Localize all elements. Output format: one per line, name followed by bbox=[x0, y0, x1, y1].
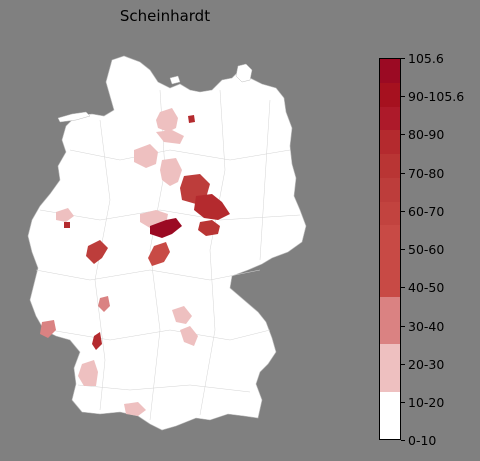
region-hamburg-south bbox=[156, 130, 184, 144]
legend-swatch bbox=[380, 344, 400, 392]
north-sea-islands bbox=[57, 111, 91, 123]
legend-label: 50-60 bbox=[408, 242, 445, 257]
region-lake-constance bbox=[124, 402, 146, 416]
region-siegen bbox=[86, 240, 108, 264]
legend-tick bbox=[401, 211, 405, 212]
region-leipzig bbox=[198, 220, 220, 236]
region-mannheim bbox=[98, 296, 110, 312]
district-borders bbox=[35, 89, 301, 421]
legend-label: 90-105.6 bbox=[408, 89, 465, 104]
legend-tick bbox=[401, 364, 405, 365]
legend-colorbar bbox=[379, 58, 401, 440]
region-regensburg bbox=[172, 306, 192, 324]
legend-tick bbox=[401, 134, 405, 135]
legend-tick bbox=[401, 402, 405, 403]
legend-swatch bbox=[380, 225, 400, 249]
fehmarn-island bbox=[169, 75, 181, 85]
region-bonn bbox=[56, 208, 74, 222]
legend-label: 10-20 bbox=[408, 395, 445, 410]
legend-label: 20-30 bbox=[408, 357, 445, 372]
legend-tick bbox=[401, 440, 405, 441]
region-hamburg bbox=[156, 108, 178, 132]
region-rostock bbox=[188, 115, 195, 123]
legend-label: 70-80 bbox=[408, 166, 445, 181]
germany-map bbox=[27, 55, 307, 431]
legend-swatch bbox=[380, 177, 400, 202]
legend-tick bbox=[401, 287, 405, 288]
region-karlsruhe bbox=[92, 332, 102, 350]
legend-swatch bbox=[380, 130, 400, 154]
region-freiburg bbox=[78, 360, 98, 386]
legend-tick bbox=[401, 173, 405, 174]
region-halle bbox=[194, 194, 230, 220]
legend-label: 30-40 bbox=[408, 319, 445, 334]
legend-tick bbox=[401, 326, 405, 327]
legend-swatch bbox=[380, 154, 400, 178]
region-bonn-small bbox=[64, 222, 70, 228]
region-eisenach bbox=[148, 242, 170, 266]
highlighted-regions bbox=[40, 108, 230, 416]
legend-swatch bbox=[380, 391, 400, 439]
legend-tick bbox=[401, 249, 405, 250]
region-hannover bbox=[160, 158, 182, 186]
legend-label: 0-10 bbox=[408, 433, 437, 448]
legend-label: 40-50 bbox=[408, 280, 445, 295]
region-ingolstadt bbox=[180, 326, 198, 346]
legend-tick bbox=[401, 96, 405, 97]
map-title: Scheinhardt bbox=[119, 7, 211, 25]
legend-label: 80-90 bbox=[408, 127, 445, 142]
region-saarland bbox=[40, 320, 56, 338]
legend-swatch bbox=[380, 106, 400, 131]
region-kassel bbox=[150, 218, 182, 238]
legend-swatch bbox=[380, 82, 400, 107]
region-bremen bbox=[134, 144, 158, 168]
legend-label: 60-70 bbox=[408, 204, 445, 219]
legend-swatch bbox=[380, 201, 400, 226]
legend-swatch bbox=[380, 296, 400, 344]
legend-swatch bbox=[380, 249, 400, 297]
legend-swatch bbox=[380, 59, 400, 83]
legend-label: 105.6 bbox=[408, 51, 444, 66]
legend-tick bbox=[401, 58, 405, 59]
ruegen-island bbox=[235, 63, 253, 83]
